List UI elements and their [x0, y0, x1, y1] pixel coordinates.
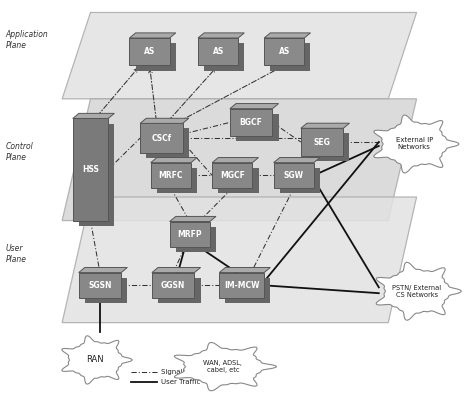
Text: WAN, ADSL,
cabel, etc: WAN, ADSL, cabel, etc: [203, 360, 242, 373]
FancyBboxPatch shape: [79, 273, 121, 298]
Polygon shape: [374, 115, 459, 173]
FancyBboxPatch shape: [236, 114, 279, 141]
Text: PSTN/ External
CS Networks: PSTN/ External CS Networks: [392, 285, 441, 298]
Polygon shape: [73, 113, 114, 119]
Polygon shape: [198, 33, 244, 38]
Text: RAN: RAN: [86, 355, 104, 364]
Polygon shape: [62, 197, 417, 323]
FancyBboxPatch shape: [198, 38, 238, 65]
Text: HSS: HSS: [82, 165, 99, 174]
FancyBboxPatch shape: [301, 128, 343, 156]
FancyBboxPatch shape: [176, 227, 216, 252]
FancyBboxPatch shape: [230, 109, 273, 136]
Polygon shape: [273, 158, 320, 163]
FancyBboxPatch shape: [158, 278, 201, 303]
Text: CSCf: CSCf: [151, 134, 172, 143]
FancyBboxPatch shape: [264, 38, 304, 65]
Polygon shape: [376, 262, 461, 320]
Text: MGCF: MGCF: [220, 171, 245, 180]
FancyBboxPatch shape: [212, 163, 252, 188]
Polygon shape: [79, 268, 128, 273]
FancyBboxPatch shape: [136, 43, 176, 71]
Polygon shape: [62, 99, 417, 221]
Text: AS: AS: [144, 47, 155, 56]
FancyBboxPatch shape: [219, 273, 264, 298]
FancyBboxPatch shape: [280, 168, 320, 193]
Text: AS: AS: [212, 47, 224, 56]
Polygon shape: [219, 268, 270, 273]
Polygon shape: [174, 342, 276, 391]
FancyBboxPatch shape: [270, 43, 310, 71]
Polygon shape: [212, 158, 258, 163]
Text: Signalling Traffic: Signalling Traffic: [161, 369, 219, 375]
Text: Application
Plane: Application Plane: [5, 30, 48, 50]
Text: User Traffic: User Traffic: [161, 379, 201, 385]
Text: SEG: SEG: [314, 138, 330, 147]
FancyBboxPatch shape: [73, 119, 108, 221]
Text: User
Plane: User Plane: [5, 244, 27, 264]
FancyBboxPatch shape: [79, 124, 114, 226]
FancyBboxPatch shape: [157, 168, 197, 193]
Polygon shape: [230, 104, 279, 109]
FancyBboxPatch shape: [151, 163, 191, 188]
FancyBboxPatch shape: [85, 278, 128, 303]
Polygon shape: [152, 268, 201, 273]
Text: MRFP: MRFP: [177, 230, 202, 239]
Text: GGSN: GGSN: [161, 281, 185, 290]
Polygon shape: [62, 336, 132, 384]
Text: External IP
Networks: External IP Networks: [395, 138, 433, 151]
Text: Control
Plane: Control Plane: [5, 142, 33, 162]
Polygon shape: [140, 118, 189, 123]
FancyBboxPatch shape: [152, 273, 194, 298]
Polygon shape: [264, 33, 310, 38]
FancyBboxPatch shape: [129, 38, 170, 65]
FancyBboxPatch shape: [273, 163, 314, 188]
Text: AS: AS: [279, 47, 290, 56]
FancyBboxPatch shape: [170, 221, 210, 247]
Text: SGW: SGW: [284, 171, 304, 180]
Polygon shape: [62, 13, 417, 99]
FancyBboxPatch shape: [146, 128, 189, 158]
FancyBboxPatch shape: [140, 123, 182, 153]
Polygon shape: [301, 123, 349, 128]
Text: IM-MCW: IM-MCW: [224, 281, 259, 290]
Text: MRFC: MRFC: [159, 171, 183, 180]
Polygon shape: [151, 158, 197, 163]
Polygon shape: [129, 33, 176, 38]
FancyBboxPatch shape: [307, 134, 349, 161]
FancyBboxPatch shape: [219, 168, 258, 193]
Polygon shape: [170, 216, 216, 221]
Text: SGSN: SGSN: [88, 281, 112, 290]
FancyBboxPatch shape: [226, 278, 270, 303]
Text: BGCF: BGCF: [240, 118, 263, 127]
FancyBboxPatch shape: [204, 43, 244, 71]
